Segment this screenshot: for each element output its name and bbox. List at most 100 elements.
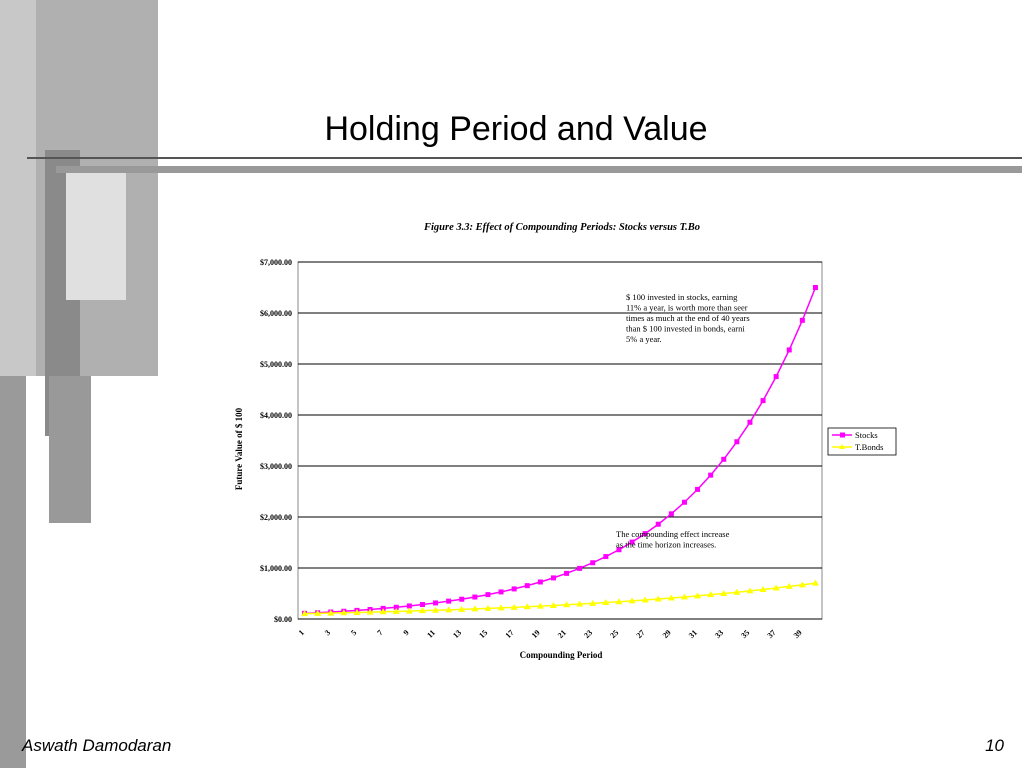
point-marker <box>366 608 374 615</box>
point-marker <box>432 606 440 613</box>
point-marker <box>629 539 635 545</box>
x-tick-label: 15 <box>477 628 489 640</box>
point-marker <box>707 591 715 598</box>
point-marker <box>799 317 805 323</box>
point-marker <box>577 565 583 571</box>
annotation: The compounding effect increase <box>616 529 730 539</box>
point-marker <box>549 601 557 608</box>
point-marker <box>812 285 818 290</box>
point-marker <box>536 602 544 609</box>
y-tick-label: $7,000.00 <box>260 258 292 267</box>
point-marker <box>786 347 792 353</box>
point-marker <box>327 609 335 616</box>
point-marker <box>458 605 466 612</box>
legend-marker <box>839 444 845 449</box>
deco-bar <box>49 376 91 523</box>
point-marker <box>433 600 439 606</box>
point-marker <box>628 597 636 604</box>
point-marker <box>603 554 609 560</box>
point-marker <box>511 586 517 592</box>
annotation: than $ 100 invested in bonds, earni <box>626 324 745 334</box>
point-marker <box>497 604 505 611</box>
footer-author: Aswath Damodaran <box>21 736 171 755</box>
point-marker <box>589 599 597 606</box>
x-tick-label: 37 <box>766 628 778 640</box>
y-tick-label: $2,000.00 <box>260 513 292 522</box>
point-marker <box>301 610 309 617</box>
point-marker <box>721 456 727 462</box>
point-marker <box>772 584 780 591</box>
point-marker <box>680 593 688 600</box>
point-marker <box>746 587 754 594</box>
point-marker <box>773 374 779 380</box>
rule-bar <box>56 166 1022 173</box>
point-marker <box>419 602 425 608</box>
point-marker <box>498 589 504 595</box>
x-tick-label: 7 <box>375 628 384 637</box>
x-tick-label: 39 <box>792 628 804 640</box>
deco-bar <box>66 170 126 300</box>
x-tick-label: 23 <box>582 628 594 640</box>
point-marker <box>615 598 623 605</box>
point-marker <box>550 575 556 581</box>
point-marker <box>760 398 766 404</box>
y-tick-label: $6,000.00 <box>260 309 292 318</box>
point-marker <box>654 595 662 602</box>
x-tick-label: 21 <box>556 628 568 640</box>
point-marker <box>694 592 702 599</box>
point-marker <box>576 600 584 607</box>
slide-title: Holding Period and Value <box>324 110 707 148</box>
point-marker <box>405 607 413 614</box>
point-marker <box>747 419 753 425</box>
page-number: 10 <box>985 736 1004 755</box>
x-tick-label: 9 <box>402 628 411 637</box>
deco-bar <box>0 376 26 768</box>
series-line <box>304 287 817 615</box>
point-marker <box>418 607 426 614</box>
y-axis-label: Future Value of $ 100 <box>234 407 244 490</box>
point-marker <box>642 531 648 537</box>
point-marker <box>759 585 767 592</box>
x-tick-label: 19 <box>530 628 542 640</box>
x-tick-label: 17 <box>504 628 516 640</box>
point-marker <box>484 604 492 611</box>
point-marker <box>379 608 387 615</box>
chart: Figure 3.3: Effect of Compounding Period… <box>234 222 897 660</box>
point-marker <box>785 582 793 589</box>
x-tick-label: 1 <box>297 628 306 637</box>
point-marker <box>406 603 412 609</box>
annotation: as the time horizon increases. <box>616 540 716 550</box>
x-tick-label: 31 <box>687 628 699 640</box>
legend-label: Stocks <box>855 430 878 440</box>
x-tick-label: 5 <box>349 628 358 637</box>
x-tick-label: 35 <box>739 628 751 640</box>
point-marker <box>445 606 453 613</box>
point-marker <box>485 592 491 598</box>
x-tick-label: 11 <box>425 628 437 640</box>
point-marker <box>524 583 530 589</box>
legend-label: T.Bonds <box>855 442 883 452</box>
point-marker <box>523 603 531 610</box>
legend-box <box>827 427 897 456</box>
point-marker <box>681 499 687 505</box>
point-marker <box>695 486 701 492</box>
point-marker <box>641 596 649 603</box>
point-marker <box>392 607 400 614</box>
y-tick-label: $4,000.00 <box>260 411 292 420</box>
annotation: 5% a year. <box>626 334 662 344</box>
point-marker <box>353 608 361 615</box>
point-marker <box>734 439 740 445</box>
point-marker <box>510 603 518 610</box>
point-marker <box>472 594 478 600</box>
point-marker <box>667 594 675 601</box>
annotation: $ 100 invested in stocks, earning <box>626 292 738 302</box>
point-marker <box>471 605 479 612</box>
x-tick-label: 25 <box>608 628 620 640</box>
point-marker <box>563 601 571 608</box>
point-marker <box>393 604 399 610</box>
x-tick-label: 29 <box>661 628 673 640</box>
series-line <box>304 582 816 615</box>
y-tick-label: $5,000.00 <box>260 360 292 369</box>
point-marker <box>733 588 741 595</box>
